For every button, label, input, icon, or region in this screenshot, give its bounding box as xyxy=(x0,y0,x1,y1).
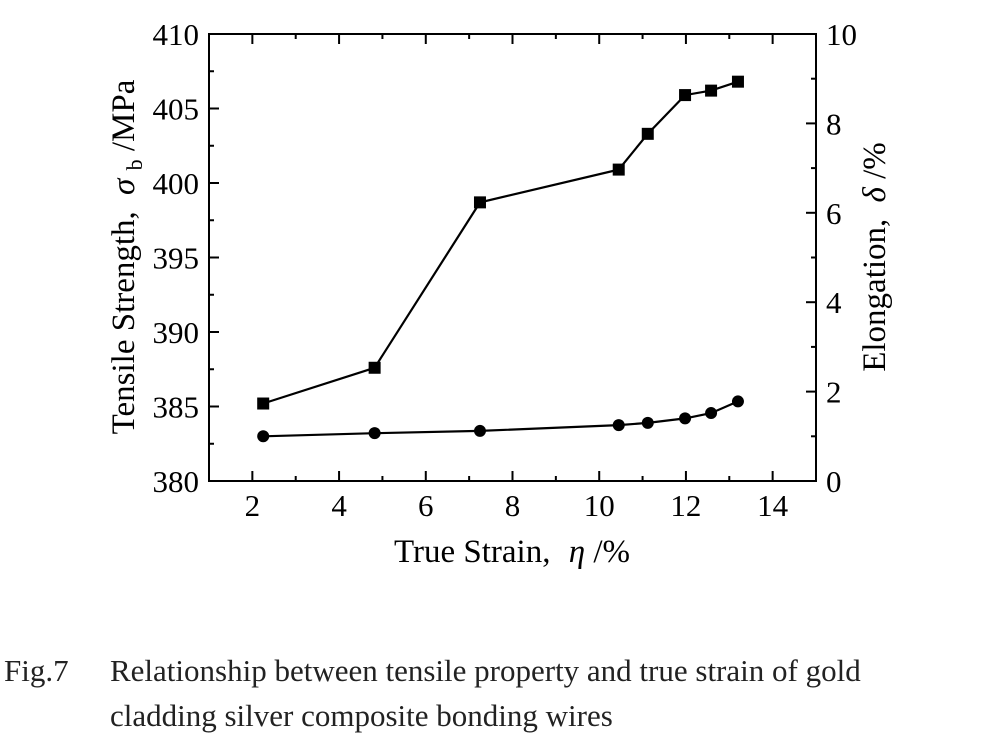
right-y-axis-title-symbol: δ xyxy=(857,186,893,202)
caption-text-line-1: Relationship between tensile property an… xyxy=(110,653,861,688)
left-y-axis-title-unit: /MPa xyxy=(106,79,142,151)
left-y-tick-label: 410 xyxy=(153,17,200,52)
x-tick-label: 12 xyxy=(670,488,701,523)
caption-label: Fig.7 xyxy=(4,653,69,688)
elongation-point xyxy=(731,395,744,408)
right-y-axis-ticks: 0 2 4 6 8 10 xyxy=(806,17,857,499)
right-y-tick-label: 4 xyxy=(826,285,842,320)
left-y-tick-label: 390 xyxy=(153,315,200,350)
x-axis-title-unit: /% xyxy=(593,534,630,570)
left-y-tick-label: 400 xyxy=(153,166,200,201)
tensile-strength-point xyxy=(257,397,270,410)
right-y-axis-title-unit: /% xyxy=(857,142,893,179)
right-y-tick-label: 10 xyxy=(826,17,857,52)
x-tick-label: 10 xyxy=(584,488,615,523)
tensile-strength-point xyxy=(368,361,381,374)
left-y-axis-ticks: 380 385 390 395 400 405 410 xyxy=(153,17,219,499)
x-axis-title-symbol: η xyxy=(569,534,585,570)
left-y-tick-label: 395 xyxy=(153,241,200,276)
left-y-axis-title-subscript: b xyxy=(122,159,147,170)
elongation-point xyxy=(257,430,270,443)
right-y-tick-label: 6 xyxy=(826,196,842,231)
elongation-point xyxy=(368,427,381,440)
right-y-tick-label: 2 xyxy=(826,375,842,410)
x-tick-label: 8 xyxy=(505,488,521,523)
elongation-point xyxy=(612,419,625,432)
tensile-strength-point xyxy=(641,127,654,140)
plot-frame xyxy=(208,33,817,482)
x-tick-label: 4 xyxy=(331,488,347,523)
tensile-strength-point xyxy=(679,89,692,102)
left-y-tick-label: 385 xyxy=(153,390,200,425)
tensile-strength-point xyxy=(612,163,625,176)
left-y-axis-title-text: Tensile Strength, xyxy=(106,211,142,434)
elongation-point xyxy=(679,412,692,425)
caption-text-line-2: cladding silver composite bonding wires xyxy=(110,698,613,733)
x-tick-label: 14 xyxy=(757,488,789,523)
x-axis-title-text: True Strain, xyxy=(394,534,550,570)
left-y-tick-label: 380 xyxy=(153,464,200,499)
x-axis-title: True Strain, η /% xyxy=(394,534,630,570)
left-y-axis-title-symbol: σ xyxy=(106,177,142,195)
tensile-strength-series-line xyxy=(262,80,739,405)
series-layer xyxy=(257,75,744,443)
right-y-axis-title-text: Elongation, xyxy=(857,219,893,372)
plot-area xyxy=(208,33,817,482)
left-y-tick-label: 405 xyxy=(153,92,200,127)
right-y-tick-label: 8 xyxy=(826,106,842,141)
elongation-series-line xyxy=(263,400,739,438)
x-tick-label: 6 xyxy=(418,488,434,523)
left-y-axis-title: Tensile Strength, σ b /MPa xyxy=(106,79,150,434)
right-y-tick-label: 0 xyxy=(826,464,842,499)
elongation-point xyxy=(473,424,486,437)
elongation-point xyxy=(641,416,654,429)
tensile-strength-point xyxy=(731,75,744,88)
x-axis-ticks: 2 4 6 8 10 12 14 xyxy=(208,34,817,523)
elongation-point xyxy=(705,407,718,420)
tensile-strength-point xyxy=(705,84,718,97)
x-tick-label: 2 xyxy=(245,488,261,523)
right-y-axis-title: Elongation, δ /% xyxy=(857,142,893,372)
tensile-strength-point xyxy=(473,196,486,209)
